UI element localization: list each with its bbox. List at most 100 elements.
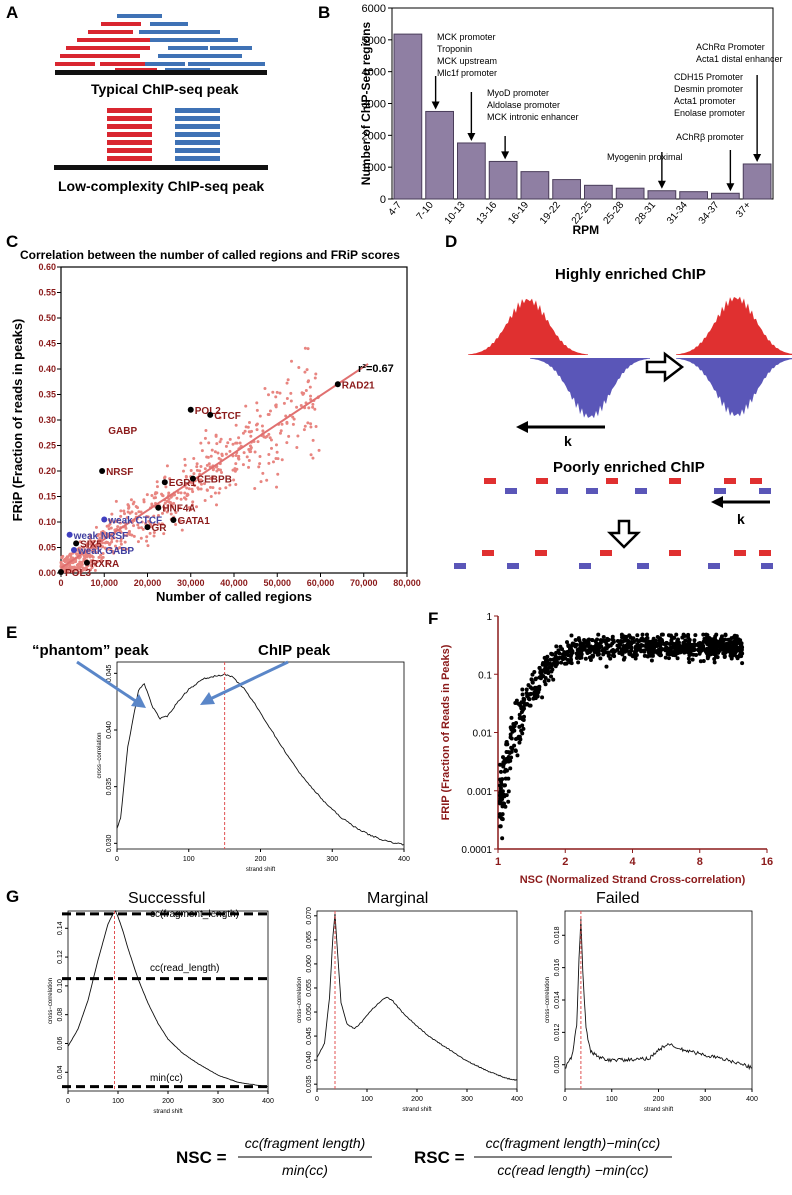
data-point <box>532 670 537 675</box>
data-point <box>137 526 141 530</box>
data-point <box>308 385 312 389</box>
data-point <box>569 657 574 662</box>
data-point <box>91 550 95 554</box>
data-point <box>118 546 122 550</box>
reverse-read-stack <box>175 132 220 137</box>
data-point <box>503 759 508 764</box>
data-point <box>303 424 307 428</box>
data-point <box>304 389 308 393</box>
data-point <box>520 731 525 736</box>
data-point <box>692 638 697 643</box>
data-point <box>635 633 640 638</box>
x-tick-label: 100 <box>361 1096 373 1103</box>
data-point <box>497 814 502 819</box>
highly-enriched-title: Highly enriched ChIP <box>555 266 706 283</box>
x-tick-label: 4 <box>629 856 636 868</box>
rsc-lhs: RSC = <box>414 1148 465 1167</box>
read-segment <box>708 563 720 569</box>
data-point <box>555 656 560 661</box>
data-point <box>211 468 215 472</box>
data-point <box>302 428 306 432</box>
bar <box>711 192 740 200</box>
nsc-denominator: min(cc) <box>282 1162 328 1178</box>
data-point <box>309 425 313 429</box>
data-point <box>668 633 673 638</box>
down-arrow-icon <box>606 519 642 549</box>
data-point <box>300 391 304 395</box>
bar <box>393 33 423 200</box>
data-point <box>515 753 520 758</box>
data-point <box>638 638 643 643</box>
data-point <box>255 422 259 426</box>
data-point <box>248 450 252 454</box>
x-tick-label: 60,000 <box>307 578 335 588</box>
data-point <box>731 645 736 650</box>
data-point <box>517 712 522 717</box>
data-point <box>224 452 228 456</box>
point-label: EGR1 <box>169 478 197 489</box>
data-point <box>122 533 126 537</box>
data-point <box>289 399 293 403</box>
data-point <box>542 655 547 660</box>
data-point <box>682 633 687 638</box>
read-segment <box>579 563 591 569</box>
data-point <box>146 544 150 548</box>
y-tick-label: 0.20 <box>38 466 56 476</box>
read-segment <box>190 38 238 42</box>
data-point <box>157 522 161 526</box>
strand-distribution <box>530 358 650 419</box>
data-point <box>109 547 113 551</box>
read-segment <box>210 46 252 50</box>
data-point <box>303 370 307 374</box>
data-point <box>184 474 188 478</box>
bar <box>457 142 486 200</box>
labeled-point <box>66 531 73 538</box>
data-point <box>596 632 601 637</box>
data-point <box>533 677 538 682</box>
data-point <box>234 462 238 466</box>
data-point <box>232 478 236 482</box>
data-point <box>152 514 156 518</box>
y-axis-label: FRiP (Fraction of reads in peaks) <box>10 319 25 522</box>
data-point <box>101 555 105 559</box>
y-axis-label: cross−correlation <box>297 977 303 1023</box>
data-point <box>290 359 294 363</box>
data-point <box>122 509 126 513</box>
k-arrowhead-icon-2 <box>711 496 723 508</box>
data-point <box>184 497 188 501</box>
data-point <box>209 454 213 458</box>
data-point <box>119 542 123 546</box>
read-segment <box>734 550 746 556</box>
data-point <box>85 555 89 559</box>
bar <box>615 187 645 200</box>
data-point <box>89 559 93 563</box>
data-point <box>622 646 627 651</box>
data-point <box>255 401 259 405</box>
cross-correlation-line <box>116 673 405 846</box>
x-axis-label: strand shift <box>153 1109 183 1115</box>
annotation-text: Mlc1f promoter <box>437 68 497 78</box>
data-point <box>150 493 154 497</box>
data-point <box>169 512 173 516</box>
data-point <box>608 656 613 661</box>
data-point <box>241 463 245 467</box>
data-point <box>253 487 257 491</box>
labeled-point <box>99 468 106 474</box>
data-point <box>255 428 259 432</box>
data-point <box>99 553 103 557</box>
data-point <box>274 395 278 399</box>
data-point <box>280 458 284 462</box>
data-point <box>311 456 315 460</box>
panel-f-letter: F <box>428 609 438 628</box>
x-tick-label: 0 <box>115 856 119 863</box>
y-tick-label: 0.06 <box>57 1037 64 1051</box>
point-label: CEBPB <box>197 475 232 486</box>
y-tick-label: 0.040 <box>306 1051 313 1069</box>
bar <box>742 163 772 200</box>
cross-correlation-line <box>316 913 518 1081</box>
data-point <box>705 633 710 638</box>
bar <box>679 191 708 200</box>
x-tick-label: 0 <box>66 1098 70 1105</box>
panel-a: A Typical ChIP-seq peak Low-complexity C… <box>6 3 268 194</box>
data-point <box>506 759 511 764</box>
